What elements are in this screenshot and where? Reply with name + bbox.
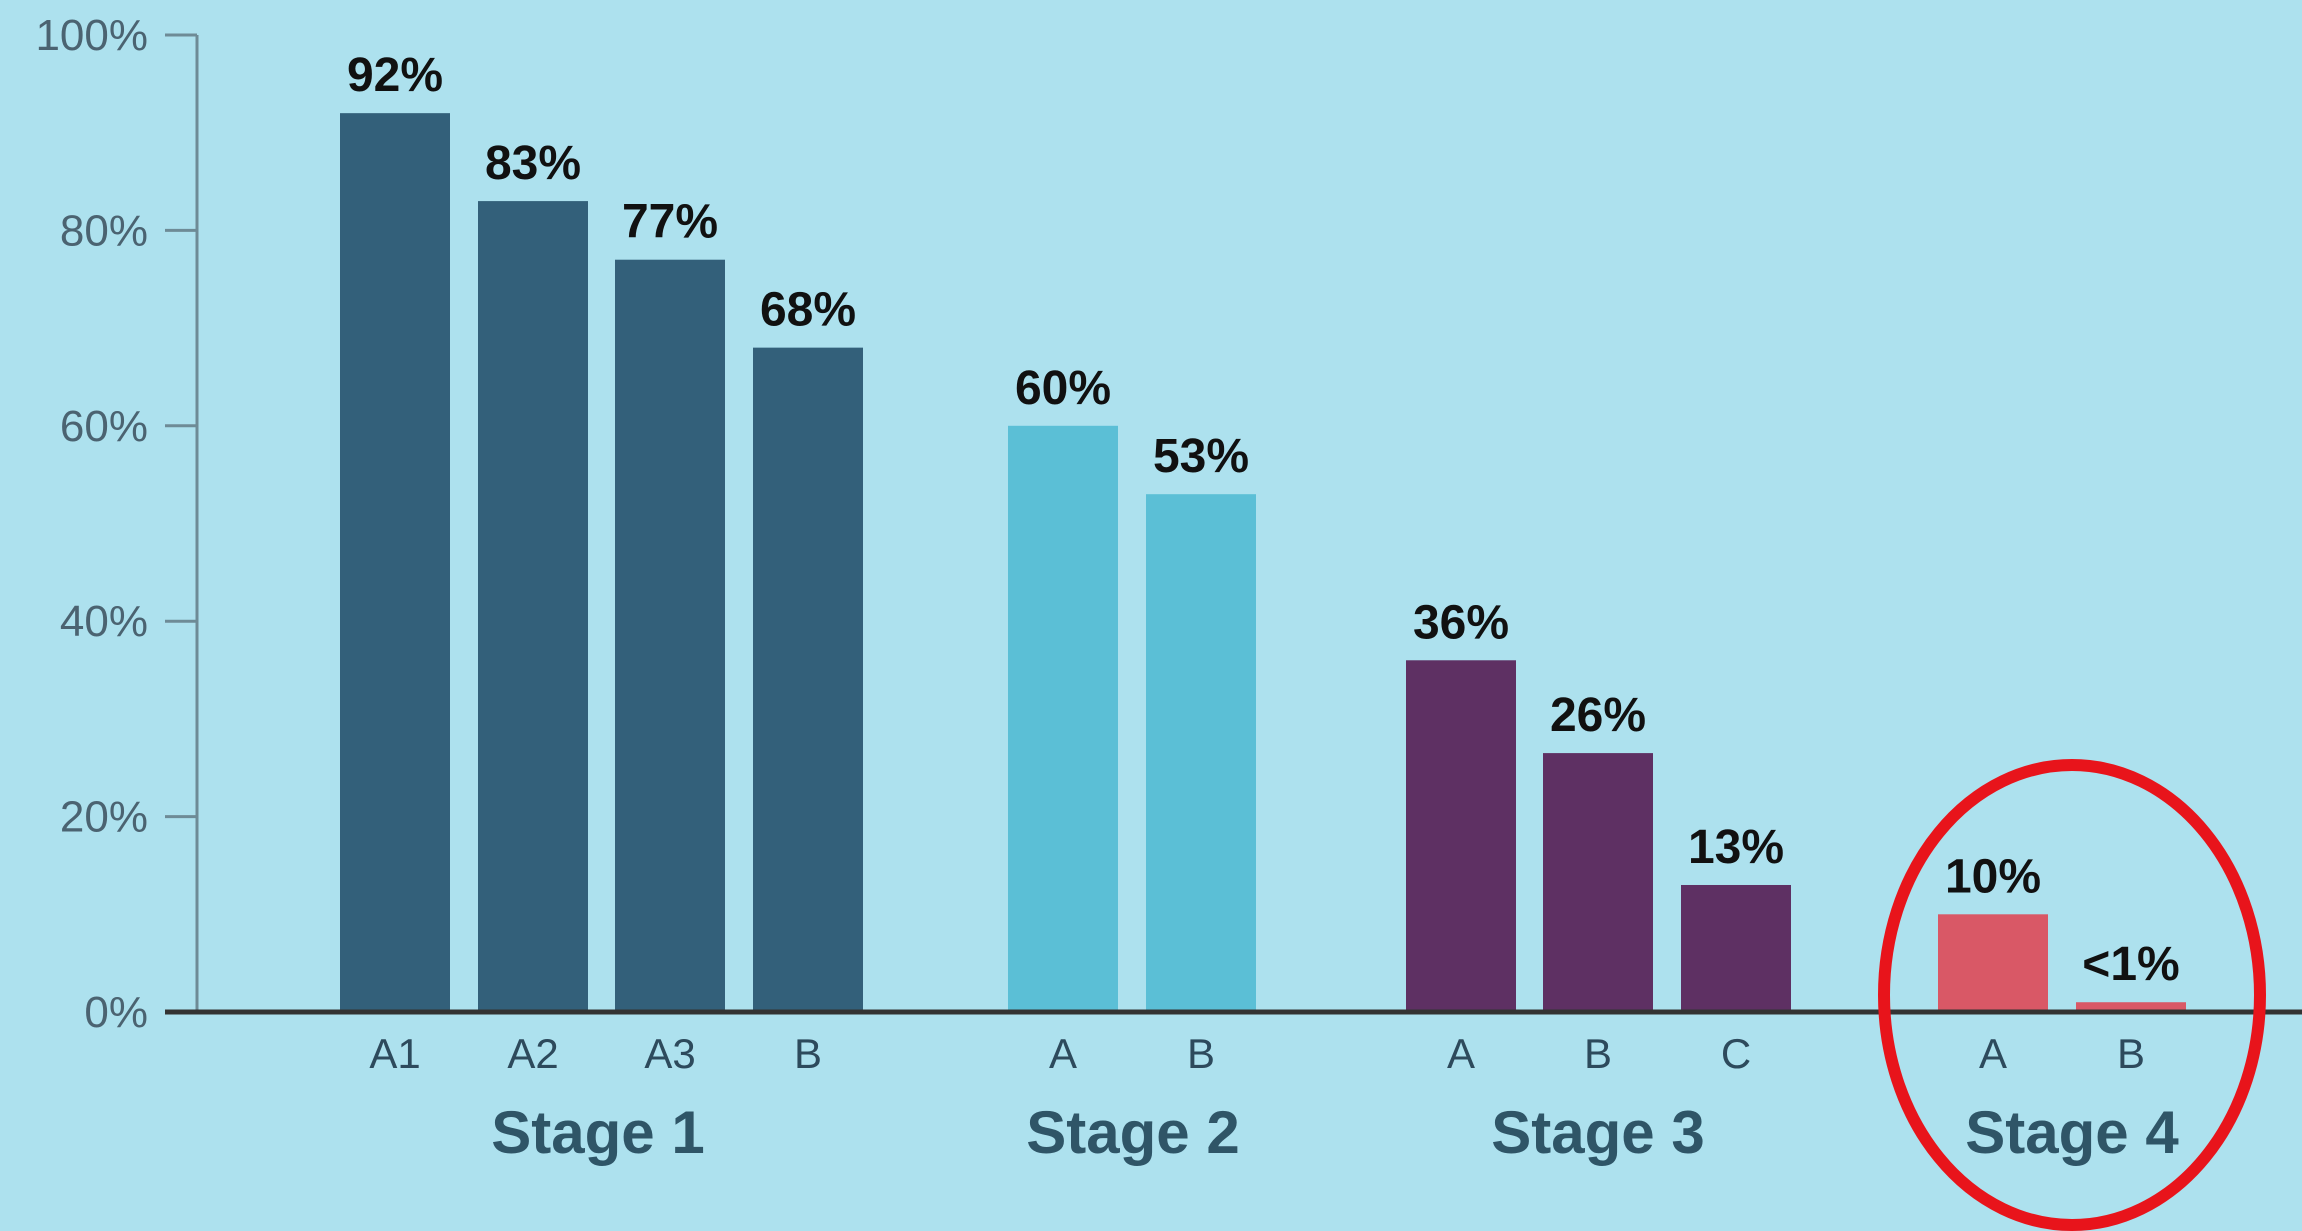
x-category-label: A <box>1049 1030 1077 1077</box>
x-category-label: C <box>1721 1030 1751 1077</box>
x-category-label: A2 <box>507 1030 558 1077</box>
data-label: 92% <box>347 49 443 102</box>
x-category-label: B <box>1187 1030 1215 1077</box>
data-label: 13% <box>1688 821 1784 874</box>
bar <box>2076 1002 2186 1012</box>
y-tick-label: 0% <box>84 988 148 1037</box>
data-label: 77% <box>622 196 718 249</box>
data-label: 10% <box>1945 850 2041 903</box>
bar <box>1543 753 1653 1012</box>
data-label: <1% <box>2082 938 2179 991</box>
x-category-label: B <box>2117 1030 2145 1077</box>
bar <box>478 201 588 1013</box>
bar <box>753 347 863 1012</box>
data-label: 83% <box>485 137 581 190</box>
x-category-label: B <box>794 1030 822 1077</box>
x-category-label: A <box>1979 1030 2007 1077</box>
group-label: Stage 1 <box>491 1099 704 1166</box>
group-label: Stage 4 <box>1965 1099 2179 1166</box>
data-label: 26% <box>1550 689 1646 742</box>
data-label: 36% <box>1413 596 1509 649</box>
x-category-label: B <box>1584 1030 1612 1077</box>
group-label: Stage 3 <box>1491 1099 1704 1166</box>
y-tick-label: 60% <box>60 402 148 451</box>
y-tick-label: 100% <box>35 11 148 60</box>
bar <box>1406 660 1516 1012</box>
x-category-label: A1 <box>369 1030 420 1077</box>
bar <box>1938 914 2048 1012</box>
y-tick-label: 40% <box>60 597 148 646</box>
data-label: 60% <box>1015 362 1111 415</box>
bar <box>1146 494 1256 1012</box>
y-tick-label: 20% <box>60 793 148 842</box>
bar <box>340 113 450 1012</box>
group-label: Stage 2 <box>1026 1099 1239 1166</box>
data-label: 53% <box>1153 430 1249 483</box>
bar <box>615 259 725 1013</box>
bar <box>1008 425 1118 1012</box>
highlight-circle <box>1878 759 2266 1231</box>
data-label: 68% <box>760 284 856 337</box>
bar <box>1681 884 1791 1012</box>
x-category-label: A <box>1447 1030 1475 1077</box>
x-category-label: A3 <box>644 1030 695 1077</box>
y-tick-label: 80% <box>60 206 148 255</box>
